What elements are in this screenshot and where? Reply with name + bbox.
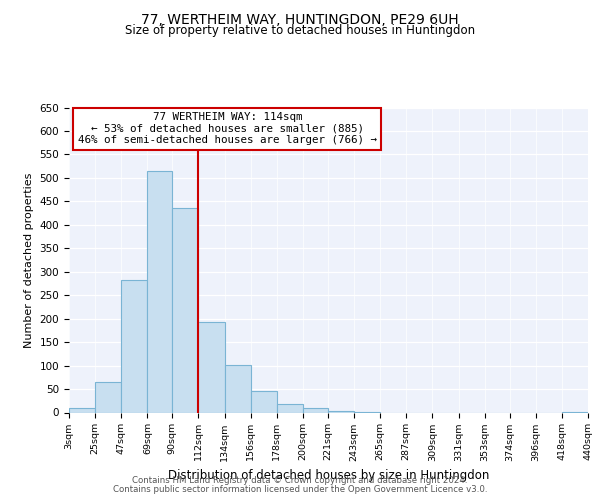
X-axis label: Distribution of detached houses by size in Huntingdon: Distribution of detached houses by size … [168,469,489,482]
Bar [121,280,148,412]
Bar [328,411,354,412]
Y-axis label: Number of detached properties: Number of detached properties [24,172,34,348]
Text: Size of property relative to detached houses in Huntingdon: Size of property relative to detached ho… [125,24,475,37]
Bar [251,391,277,412]
Bar [224,365,251,412]
Bar [277,404,303,412]
Bar [95,382,121,412]
Bar [199,322,224,412]
Bar [172,208,199,412]
Text: Contains HM Land Registry data © Crown copyright and database right 2024.: Contains HM Land Registry data © Crown c… [132,476,468,485]
Text: 77, WERTHEIM WAY, HUNTINGDON, PE29 6UH: 77, WERTHEIM WAY, HUNTINGDON, PE29 6UH [141,12,459,26]
Bar [148,171,172,412]
Bar [303,408,328,412]
Bar [69,408,95,412]
Text: Contains public sector information licensed under the Open Government Licence v3: Contains public sector information licen… [113,485,487,494]
Text: 77 WERTHEIM WAY: 114sqm
← 53% of detached houses are smaller (885)
46% of semi-d: 77 WERTHEIM WAY: 114sqm ← 53% of detache… [78,112,377,146]
